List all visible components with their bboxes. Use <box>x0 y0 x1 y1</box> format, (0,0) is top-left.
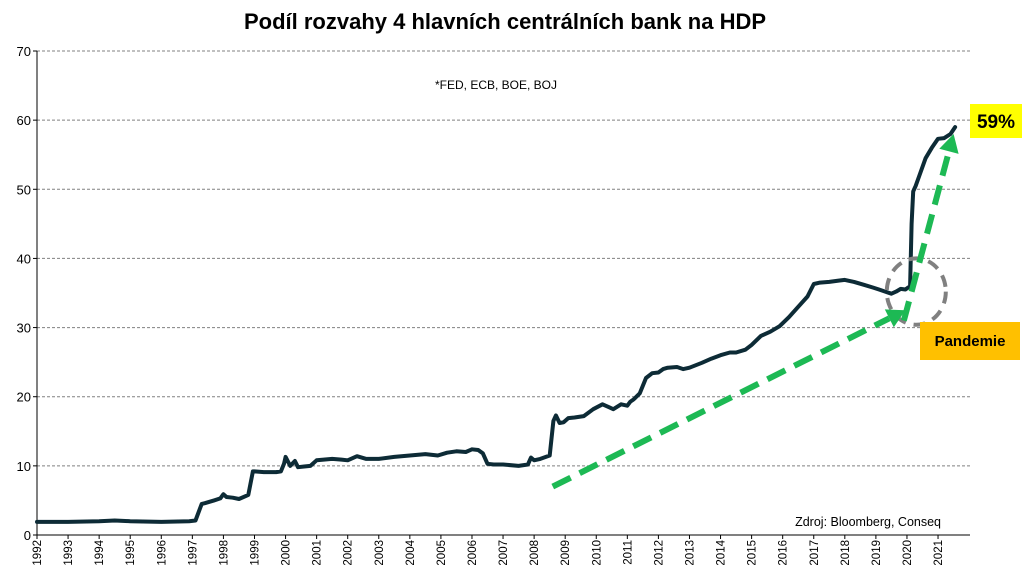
chart-title: Podíl rozvahy 4 hlavních centrálních ban… <box>244 9 766 34</box>
y-tick-label: 50 <box>17 182 31 197</box>
label-pandemie-box: Pandemie <box>920 322 1020 360</box>
x-tick-label: 2007 <box>498 540 510 566</box>
x-tick-label: 2005 <box>436 540 448 566</box>
x-tick-label: 2013 <box>684 540 696 566</box>
x-tick-label: 1997 <box>187 540 199 566</box>
y-tick-label: 70 <box>17 44 31 59</box>
y-tick-label: 60 <box>17 113 31 128</box>
x-tick-label: 1992 <box>32 540 44 566</box>
x-tick-label: 2002 <box>343 540 355 566</box>
label-59: 59% <box>977 112 1015 133</box>
y-tick-label: 0 <box>24 528 31 543</box>
pandemic-circle <box>884 256 948 327</box>
x-tick-label: 2008 <box>529 540 541 566</box>
y-tick-label: 30 <box>17 321 31 336</box>
x-tick-label: 1999 <box>249 540 261 566</box>
x-tick-label: 2001 <box>312 540 324 566</box>
x-tick-label: 2012 <box>653 540 665 566</box>
label-59-background <box>970 104 1022 138</box>
x-tick-label: 2009 <box>560 540 572 566</box>
x-tick-label: 2015 <box>747 540 759 566</box>
trend-arrow-1-head <box>884 309 906 328</box>
x-tick-label: 2020 <box>902 540 914 566</box>
x-tick-label: 2018 <box>840 540 852 566</box>
x-tick-label: 2000 <box>281 540 293 566</box>
x-tick-label: 2011 <box>622 540 634 565</box>
y-tick-label: 10 <box>17 459 31 474</box>
x-tick-label: 1994 <box>94 539 106 565</box>
label-pandemie-background <box>920 322 1020 360</box>
x-tick-label: 2021 <box>933 540 945 566</box>
x-tick-label: 1996 <box>156 540 168 566</box>
x-tick-label: 2003 <box>374 540 386 566</box>
grid <box>37 50 970 467</box>
trend-arrow-2-head <box>939 134 959 154</box>
chart-subtitle: *FED, ECB, BOE, BOJ <box>435 78 557 92</box>
y-tick-label: 40 <box>17 251 31 266</box>
x-tick-label: 1995 <box>125 540 137 566</box>
x-tick-label: 2017 <box>809 540 821 566</box>
x-tick-label: 2016 <box>778 540 790 566</box>
x-tick-label: 2004 <box>405 539 417 565</box>
y-tick-label: 20 <box>17 390 31 405</box>
x-tick-label: 2019 <box>871 540 883 566</box>
x-tick-label: 1993 <box>63 540 75 566</box>
label-pandemie: Pandemie <box>935 333 1006 350</box>
x-tick-label: 2010 <box>591 540 603 566</box>
y-axis: 0 10 20 30 40 50 60 70 <box>17 44 38 543</box>
source-note: Zdroj: Bloomberg, Conseq <box>795 515 941 529</box>
x-tick-label: 2014 <box>716 539 728 565</box>
series-line <box>35 125 958 524</box>
x-tick-label: 1998 <box>218 540 230 566</box>
trend-arrow-1-shaft <box>551 315 891 490</box>
trend-arrows <box>551 134 959 490</box>
x-axis: 1992 1993 1994 1995 1996 1997 1998 1999 2000 2001… <box>32 534 970 566</box>
label-59-box: 59% <box>970 104 1022 138</box>
x-tick-label: 2006 <box>467 540 479 566</box>
